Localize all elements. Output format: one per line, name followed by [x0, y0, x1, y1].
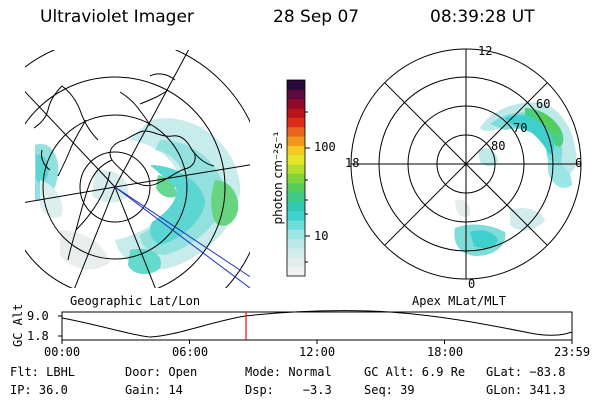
gain-status: Gain: 14: [125, 383, 183, 397]
longitude-meridians: [25, 50, 250, 288]
right-panel-caption: Apex MLat/MLT: [412, 294, 506, 308]
ip-status: IP: 36.0: [10, 383, 68, 397]
colorbar-cell: [287, 136, 305, 146]
orbit-xtick-1800: 18:00: [427, 345, 464, 359]
seq-status: Seq: 39: [364, 383, 415, 397]
colorbar-cell: [287, 126, 305, 137]
mlat-label-70: 70: [513, 121, 528, 135]
orbit-xtick-1200: 12:00: [299, 345, 336, 359]
magnetic-polar-panel: [350, 48, 582, 280]
gc-alt-status: GC Alt: 6.9 Re: [364, 365, 466, 379]
colorbar-cell: [287, 108, 305, 118]
orbit-altitude-plot: [58, 310, 573, 344]
dsp-status: Dsp: −3.3: [245, 383, 332, 397]
colorbar-cell: [287, 117, 305, 128]
time-label: 08:39:28 UT: [430, 7, 535, 27]
instrument-title: Ultraviolet Imager: [40, 7, 194, 27]
colorbar-cell: [287, 145, 305, 156]
colorbar-cell: [287, 98, 305, 109]
colorbar-cell: [287, 164, 305, 174]
colorbar-cell: [287, 210, 305, 221]
colorbar-cell: [287, 201, 305, 212]
colorbar-cell: [287, 248, 305, 258]
mlt-spokes: [351, 49, 581, 279]
colorbar-cell: [287, 89, 305, 100]
mlt-label-18: 18: [345, 156, 360, 170]
glat-status: GLat: −83.8: [486, 365, 566, 379]
colorbar-cell: [287, 257, 305, 268]
colorbar-tick-10: 10: [314, 229, 329, 243]
orbit-ylabel: GC Alt: [11, 303, 25, 347]
geographic-map-panel: [25, 50, 250, 288]
colorbar-cell: [287, 182, 305, 193]
date-label: 28 Sep 07: [273, 7, 360, 27]
colorbar-cell: [287, 238, 305, 249]
filter-status: Flt: LBHL: [10, 365, 76, 379]
left-panel-caption: Geographic Lat/Lon: [70, 294, 201, 308]
terminator-lines: [114, 186, 250, 288]
colorbar-cell: [287, 220, 305, 230]
colorbar-cell: [287, 154, 305, 165]
colorbar-cell: [287, 80, 305, 90]
orbit-xtick-0000: 00:00: [44, 345, 81, 359]
x-ticks: [61, 340, 573, 344]
orbit-xtick-2359: 23:59: [554, 345, 591, 359]
colorbar-cell: [287, 266, 305, 277]
colorbar: [286, 79, 310, 277]
mlt-label-6: 6: [575, 156, 583, 170]
colorbar-unit-label: photon cm⁻²s⁻¹: [271, 131, 285, 225]
glon-status: GLon: 341.3: [486, 383, 566, 397]
altitude-curve: [61, 310, 573, 338]
mode-status: Mode: Normal: [245, 365, 332, 379]
colorbar-cell: [287, 173, 305, 184]
orbit-ytick-high: 9.0: [27, 309, 49, 323]
orbit-ytick-low: 1.8: [27, 329, 49, 343]
aurora-emission-left: [35, 118, 241, 275]
orbit-xtick-0600: 06:00: [172, 345, 209, 359]
aurora-emission-right: [454, 102, 577, 256]
colorbar-cell: [287, 229, 305, 240]
mlt-label-12: 12: [478, 44, 493, 58]
mlt-label-0: 0: [468, 277, 476, 291]
latitude-circles: [25, 50, 250, 288]
colorbar-cell: [287, 192, 305, 202]
colorbar-tick-100: 100: [314, 140, 336, 154]
mlat-label-60: 60: [536, 97, 551, 111]
mlat-label-80: 80: [491, 139, 506, 153]
door-status: Door: Open: [125, 365, 198, 379]
